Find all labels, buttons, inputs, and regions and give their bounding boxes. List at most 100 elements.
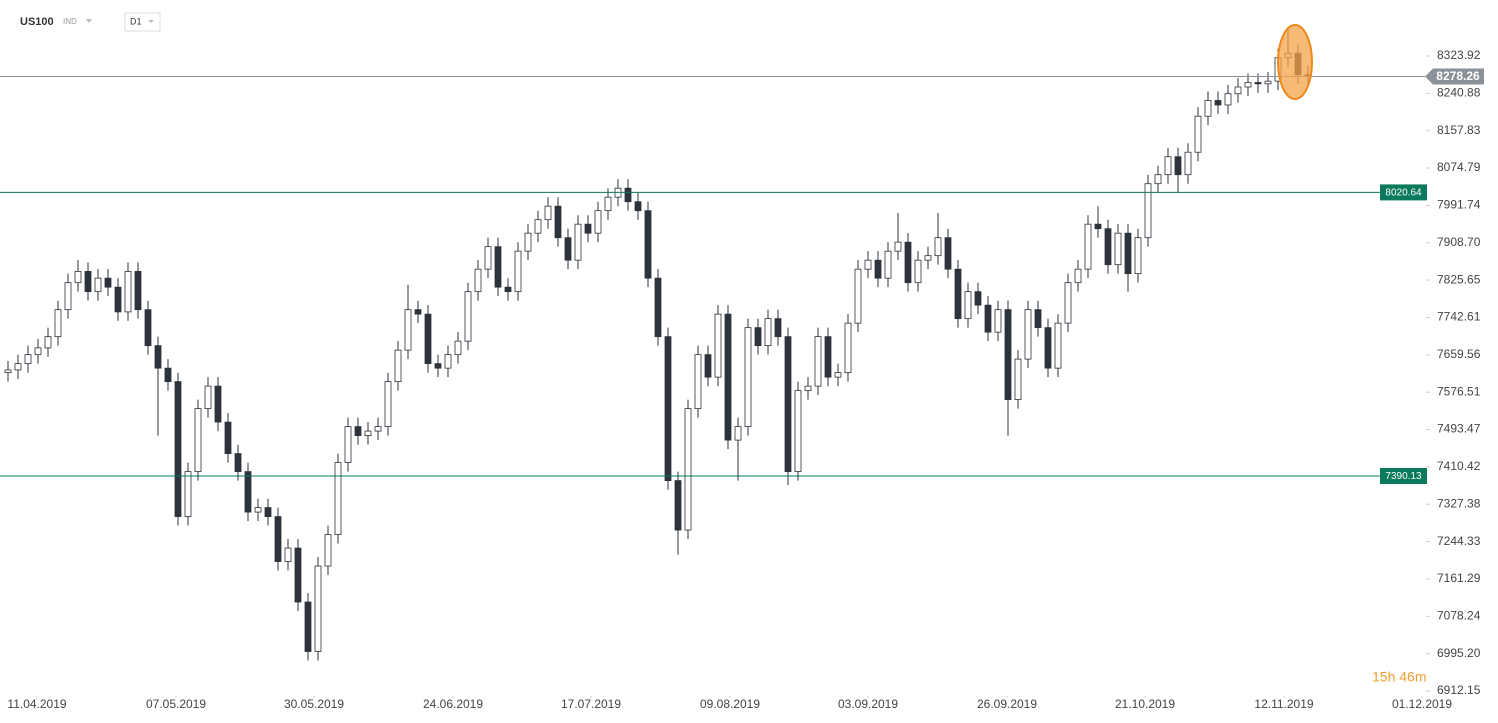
x-tick-label: 07.05.2019 xyxy=(146,697,206,711)
candle-body xyxy=(1254,82,1262,85)
symbol: US100 xyxy=(20,16,54,28)
candle-body xyxy=(474,268,482,293)
y-tick-label: 8157.83 xyxy=(1437,123,1481,137)
candle-body xyxy=(1034,309,1042,329)
y-tick-label: 6912.15 xyxy=(1437,683,1481,697)
candle-body xyxy=(224,421,232,454)
candle-body xyxy=(494,246,502,288)
candle-body xyxy=(634,201,642,212)
candle-body xyxy=(944,237,952,270)
candle-body xyxy=(524,232,532,252)
candle-body xyxy=(804,385,812,392)
candle-body xyxy=(994,309,1002,333)
candle-body xyxy=(1184,151,1192,176)
candle-body xyxy=(1084,223,1092,270)
candle-body xyxy=(234,453,242,472)
interval[interactable]: D1 xyxy=(130,16,142,26)
candle-body xyxy=(1224,93,1232,106)
candle-body xyxy=(644,210,652,279)
candle-body xyxy=(774,318,782,338)
candle-body xyxy=(764,318,772,347)
candle-body xyxy=(414,309,422,315)
candle-body xyxy=(864,259,872,270)
candle-body xyxy=(424,313,432,365)
candle-body xyxy=(844,322,852,374)
y-tick-label: 7244.33 xyxy=(1437,534,1481,548)
candle-body xyxy=(144,309,152,347)
y-tick-label: 7908.70 xyxy=(1437,235,1481,249)
candle-body xyxy=(1074,268,1082,284)
x-tick-label: 30.05.2019 xyxy=(284,697,344,711)
candle-body xyxy=(314,565,322,652)
interval-box[interactable] xyxy=(124,12,161,32)
candle-body xyxy=(44,336,52,349)
current-price-label: 8278.26 xyxy=(1436,69,1480,83)
candle-body xyxy=(934,237,942,257)
candle-body xyxy=(534,219,542,234)
candle-body xyxy=(24,354,32,365)
candle-body xyxy=(1044,327,1052,369)
x-tick-label: 09.08.2019 xyxy=(700,697,760,711)
candle-body xyxy=(504,286,512,293)
candle-body xyxy=(1124,232,1132,275)
candle-body xyxy=(204,385,212,410)
candle-body xyxy=(1234,86,1242,95)
candle-body xyxy=(674,480,682,531)
y-tick-label: 7991.74 xyxy=(1437,198,1481,212)
candle-body xyxy=(4,369,12,374)
candle-body xyxy=(94,277,102,293)
candle-body xyxy=(754,327,762,347)
candle-body xyxy=(1214,100,1222,106)
candle-body xyxy=(834,372,842,378)
candle-body xyxy=(654,277,662,338)
y-tick-label: 7659.56 xyxy=(1437,347,1481,361)
candle-body xyxy=(14,363,22,371)
candle-body xyxy=(1244,82,1252,88)
y-tick-label: 7493.47 xyxy=(1437,422,1481,436)
candle-body xyxy=(354,426,362,436)
instrument-type: IND xyxy=(63,17,77,26)
candle-body xyxy=(1264,80,1272,85)
candle-body xyxy=(1004,309,1012,401)
candle-body xyxy=(1064,282,1072,324)
candle-body xyxy=(974,291,982,306)
candle-body xyxy=(1094,223,1102,230)
candle-body xyxy=(514,250,522,293)
candle-body xyxy=(724,313,732,441)
candle-body xyxy=(1144,183,1152,239)
candle-body xyxy=(1014,358,1022,401)
level-label-box xyxy=(1380,468,1427,485)
candle-body xyxy=(1114,232,1122,266)
candle-body xyxy=(984,304,992,333)
candle-body xyxy=(584,223,592,234)
candle-body xyxy=(794,390,802,472)
candle-body xyxy=(374,426,382,432)
candle-body xyxy=(954,268,962,320)
candle-body xyxy=(334,462,342,535)
candle-body xyxy=(114,286,122,313)
candle-body xyxy=(434,363,442,369)
y-tick-label: 6995.20 xyxy=(1437,646,1481,660)
y-tick-label: 7327.38 xyxy=(1437,496,1481,510)
candle-body xyxy=(1164,156,1172,176)
candle-body xyxy=(54,309,62,338)
candle-body xyxy=(784,336,792,472)
candle-body xyxy=(324,534,332,567)
candle-body xyxy=(104,277,112,288)
candle-body xyxy=(664,336,672,481)
candle-body xyxy=(1134,237,1142,275)
candle-body xyxy=(364,430,372,436)
candle-body xyxy=(124,271,132,313)
candle-body xyxy=(294,547,302,603)
candle-body xyxy=(734,426,742,441)
candle-body xyxy=(854,268,862,324)
dropdown-arrow[interactable] xyxy=(86,19,92,23)
candle-body xyxy=(1104,228,1112,266)
x-tick-label: 21.10.2019 xyxy=(1115,697,1175,711)
candle-body xyxy=(564,237,572,261)
dropdown-arrow[interactable] xyxy=(148,20,154,23)
x-tick-label: 12.11.2019 xyxy=(1254,697,1313,711)
candle-body xyxy=(64,282,72,311)
candle-body xyxy=(884,250,892,279)
candle-body xyxy=(904,241,912,284)
